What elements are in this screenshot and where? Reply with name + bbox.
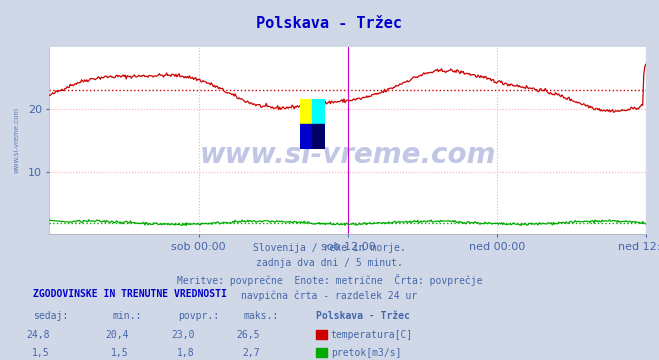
Text: temperatura[C]: temperatura[C] [331,330,413,341]
Text: ZGODOVINSKE IN TRENUTNE VREDNOSTI: ZGODOVINSKE IN TRENUTNE VREDNOSTI [33,289,227,299]
Bar [312,99,325,124]
Text: 1,5: 1,5 [32,348,49,359]
Text: 20,4: 20,4 [105,330,129,341]
Text: sedaj:: sedaj: [33,311,68,321]
Text: 2,7: 2,7 [243,348,260,359]
Text: min.:: min.: [112,311,142,321]
Text: 24,8: 24,8 [26,330,49,341]
Text: 1,8: 1,8 [177,348,194,359]
Text: 23,0: 23,0 [171,330,194,341]
Bar [300,124,312,149]
Text: Polskava - Tržec: Polskava - Tržec [256,16,403,31]
Text: 26,5: 26,5 [237,330,260,341]
Text: 1,5: 1,5 [111,348,129,359]
Text: www.si-vreme.com: www.si-vreme.com [200,141,496,169]
Text: povpr.:: povpr.: [178,311,219,321]
Text: maks.:: maks.: [244,311,279,321]
Bar [300,99,312,124]
Text: pretok[m3/s]: pretok[m3/s] [331,348,401,359]
Text: Slovenija / reke in morje.
zadnja dva dni / 5 minut.
Meritve: povprečne  Enote: : Slovenija / reke in morje. zadnja dva dn… [177,243,482,301]
Bar [312,124,325,149]
Text: www.si-vreme.com: www.si-vreme.com [14,107,20,174]
Text: Polskava - Tržec: Polskava - Tržec [316,311,411,321]
